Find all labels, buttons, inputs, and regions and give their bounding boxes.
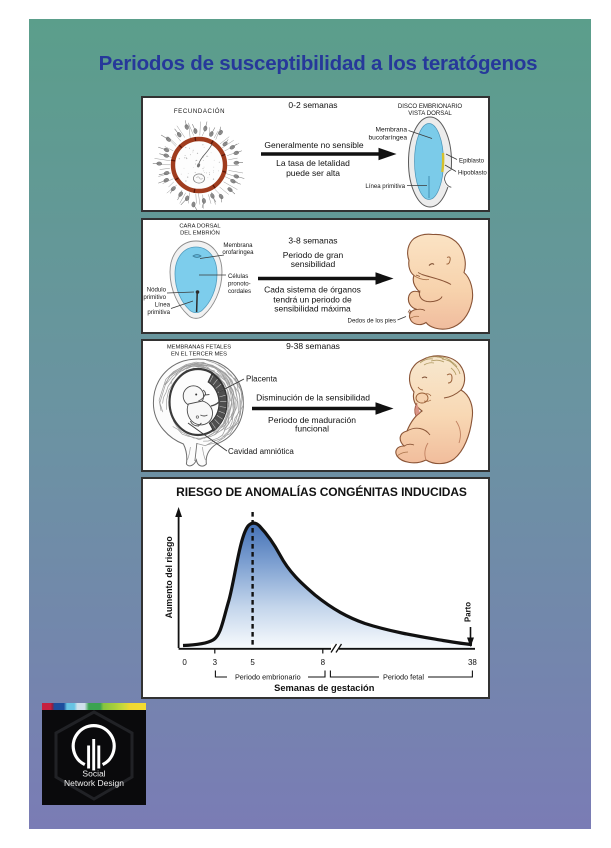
svg-text:Membrana: Membrana (223, 242, 253, 249)
svg-text:CARA DORSAL: CARA DORSAL (179, 224, 221, 230)
svg-text:puede ser alta: puede ser alta (286, 168, 340, 178)
svg-text:38: 38 (468, 658, 477, 667)
svg-text:Periodo fetal: Periodo fetal (383, 673, 424, 682)
svg-text:0-2 semanas: 0-2 semanas (288, 100, 337, 110)
svg-text:Células: Células (228, 273, 248, 280)
svg-text:Generalmente no sensible: Generalmente no sensible (264, 140, 364, 150)
svg-text:orofaríngea: orofaríngea (222, 249, 254, 256)
svg-text:sensibilidad: sensibilidad (291, 259, 336, 269)
svg-text:sensibilidad máxima: sensibilidad máxima (274, 304, 351, 314)
svg-text:primitiva: primitiva (147, 309, 170, 316)
svg-text:3-8 semanas: 3-8 semanas (288, 236, 337, 246)
svg-text:Semanas de gestación: Semanas de gestación (274, 683, 375, 693)
svg-text:9-38 semanas: 9-38 semanas (286, 341, 340, 351)
svg-text:Periodo de gran: Periodo de gran (283, 250, 344, 260)
svg-text:Network Design: Network Design (64, 778, 124, 788)
svg-text:Dedos de los pies: Dedos de los pies (348, 318, 396, 325)
svg-text:Cavidad amniótica: Cavidad amniótica (228, 447, 294, 456)
svg-text:DEL EMBRIÓN: DEL EMBRIÓN (180, 230, 220, 237)
svg-text:Placenta: Placenta (246, 375, 278, 384)
svg-text:Disminución de la sensibilidad: Disminución de la sensibilidad (256, 393, 370, 403)
svg-text:VISTA DORSAL: VISTA DORSAL (408, 110, 452, 117)
svg-text:Aumento del riesgo: Aumento del riesgo (164, 536, 174, 619)
svg-text:bucofaríngea: bucofaríngea (369, 135, 408, 142)
svg-text:EN EL TERCER MES: EN EL TERCER MES (171, 352, 227, 358)
svg-text:cordales: cordales (228, 288, 251, 295)
svg-text:Epiblasto: Epiblasto (459, 158, 485, 165)
svg-text:Nódulo: Nódulo (147, 287, 167, 294)
svg-text:Membrana: Membrana (375, 127, 407, 134)
svg-text:Periodo embrionario: Periodo embrionario (235, 673, 301, 682)
svg-text:RIESGO DE ANOMALÍAS CONGÉNITAS: RIESGO DE ANOMALÍAS CONGÉNITAS INDUCIDAS (176, 484, 467, 499)
svg-text:5: 5 (250, 658, 255, 667)
svg-text:primitivo: primitivo (143, 294, 166, 301)
svg-text:FECUNDACIÓN: FECUNDACIÓN (174, 108, 225, 115)
svg-text:Línea primitiva: Línea primitiva (365, 183, 405, 190)
svg-text:Social: Social (82, 769, 105, 779)
svg-text:DISCO EMBRIONARIO: DISCO EMBRIONARIO (398, 103, 463, 110)
svg-text:0: 0 (182, 658, 187, 667)
svg-text:Cada sistema de órganos: Cada sistema de órganos (264, 285, 361, 295)
svg-text:pronoto-: pronoto- (228, 281, 251, 288)
svg-text:Hipoblasto: Hipoblasto (458, 170, 487, 177)
svg-text:Línea: Línea (155, 302, 171, 309)
svg-text:Parto: Parto (464, 602, 473, 622)
svg-text:tendrá un periodo de: tendrá un periodo de (273, 295, 352, 305)
svg-text:Periodo de maduración: Periodo de maduración (268, 415, 356, 425)
svg-text:MEMBRANAS FETALES: MEMBRANAS FETALES (167, 345, 231, 351)
svg-text:3: 3 (213, 658, 218, 667)
svg-text:funcional: funcional (295, 424, 329, 434)
svg-text:La tasa de letalidad: La tasa de letalidad (276, 158, 350, 168)
svg-text:8: 8 (321, 658, 326, 667)
